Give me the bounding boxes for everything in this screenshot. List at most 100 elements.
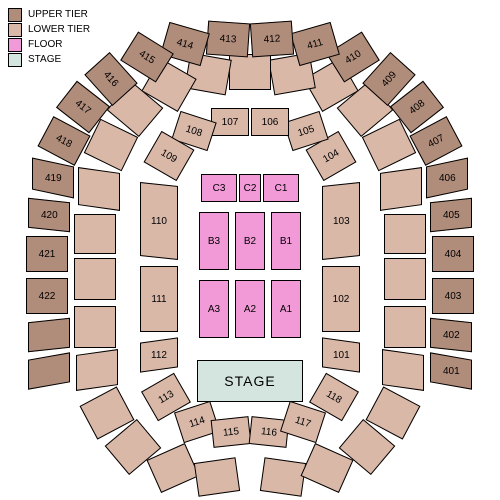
section-label: 413 [219,33,236,45]
section-label: 404 [445,249,462,260]
section-106[interactable]: 106 [251,108,289,136]
section-label: 106 [262,117,279,128]
floor-B3[interactable]: B3 [199,212,229,270]
section-label: 408 [407,98,427,117]
lower-outer-3[interactable] [384,214,426,254]
section-label: A1 [280,304,292,315]
section-label: B2 [244,236,256,247]
legend-row: STAGE [8,53,90,67]
section-115[interactable]: 115 [211,416,252,448]
section-label: 417 [73,98,93,117]
lower-outer-4[interactable] [380,167,422,211]
section-422[interactable]: 422 [26,278,68,314]
lower-outer-17[interactable] [74,306,116,348]
floor-A2[interactable]: A2 [235,280,265,338]
floor-C2[interactable]: C2 [239,174,261,202]
section-label: 110 [151,215,167,226]
lower-outer-16[interactable] [74,258,116,300]
lower-outer-1[interactable] [384,306,426,348]
section-label: 414 [175,36,194,51]
section-111[interactable]: 111 [140,266,178,332]
section-label: A3 [208,304,220,315]
legend-swatch [8,23,22,37]
section-102[interactable]: 102 [322,266,360,332]
legend-label: UPPER TIER [28,8,88,22]
legend-swatch [8,8,22,22]
section-401[interactable]: 401 [430,352,472,389]
section-label: 113 [156,388,175,406]
section-405[interactable]: 405 [430,198,472,232]
legend-label: STAGE [28,53,61,67]
legend-row: UPPER TIER [8,8,90,22]
section-label: C3 [213,183,226,194]
section-label: 407 [426,132,446,150]
section-label: 103 [333,216,350,227]
section-112[interactable]: 112 [140,337,178,372]
lower-outer-15[interactable] [74,214,116,254]
lower-outer-18[interactable] [76,349,118,391]
lower-outer-0[interactable] [382,349,424,391]
section-label: 115 [222,426,239,439]
section-label: 101 [333,350,350,361]
legend-swatch [8,38,22,52]
section-upper[interactable] [28,318,70,352]
section-label: 114 [188,414,207,429]
legend: UPPER TIERLOWER TIERFLOORSTAGE [8,8,90,68]
section-419[interactable]: 419 [32,158,74,199]
section-103[interactable]: 103 [322,182,360,260]
floor-C1[interactable]: C1 [263,174,299,202]
legend-label: LOWER TIER [28,23,90,37]
stage: STAGE [197,360,303,402]
section-label: 416 [101,69,120,89]
section-label: 419 [45,173,62,184]
section-label: 405 [443,210,460,221]
section-label: 403 [445,291,462,302]
floor-B2[interactable]: B2 [235,212,265,270]
section-label: 412 [263,33,280,45]
section-413[interactable]: 413 [206,21,250,58]
floor-B1[interactable]: B1 [271,212,301,270]
floor-C3[interactable]: C3 [201,174,237,202]
section-label: C1 [275,183,288,194]
lower-outer-23[interactable] [260,457,306,497]
legend-row: FLOOR [8,38,90,52]
section-label: 111 [151,294,166,305]
section-label: 112 [151,350,167,361]
section-label: 411 [306,37,324,52]
section-421[interactable]: 421 [26,236,68,272]
lower-outer-9[interactable] [229,54,271,90]
floor-A3[interactable]: A3 [199,280,229,338]
section-label: A2 [244,304,256,315]
section-label: 406 [439,173,456,184]
lower-outer-2[interactable] [384,258,426,300]
section-402[interactable]: 402 [430,318,472,352]
section-label: 118 [324,388,343,406]
section-label: 108 [184,123,203,139]
floor-A1[interactable]: A1 [271,280,301,338]
section-101[interactable]: 101 [322,337,360,372]
section-label: 415 [137,48,157,66]
section-420[interactable]: 420 [28,198,70,232]
lower-outer-14[interactable] [78,167,120,211]
section-403[interactable]: 403 [432,278,474,314]
section-label: 109 [159,147,179,165]
section-label: B1 [280,236,292,247]
section-412[interactable]: 412 [250,21,294,58]
legend-swatch [8,53,22,67]
legend-row: LOWER TIER [8,23,90,37]
section-label: 117 [294,414,313,429]
section-label: 410 [343,48,363,66]
section-label: 409 [379,69,398,89]
section-label: 402 [443,330,460,341]
section-110[interactable]: 110 [140,182,178,260]
section-406[interactable]: 406 [426,158,468,199]
section-label: 105 [296,123,315,139]
section-label: B3 [208,236,220,247]
section-label: 421 [39,249,56,260]
legend-label: FLOOR [28,38,62,52]
section-label: 418 [54,132,74,150]
section-upper[interactable] [28,352,70,389]
arena-seating-map: 401 402 403 404 405 406 407 408 409 410 411 412 413 4… [0,0,500,500]
section-404[interactable]: 404 [432,236,474,272]
lower-outer-22[interactable] [194,457,240,497]
